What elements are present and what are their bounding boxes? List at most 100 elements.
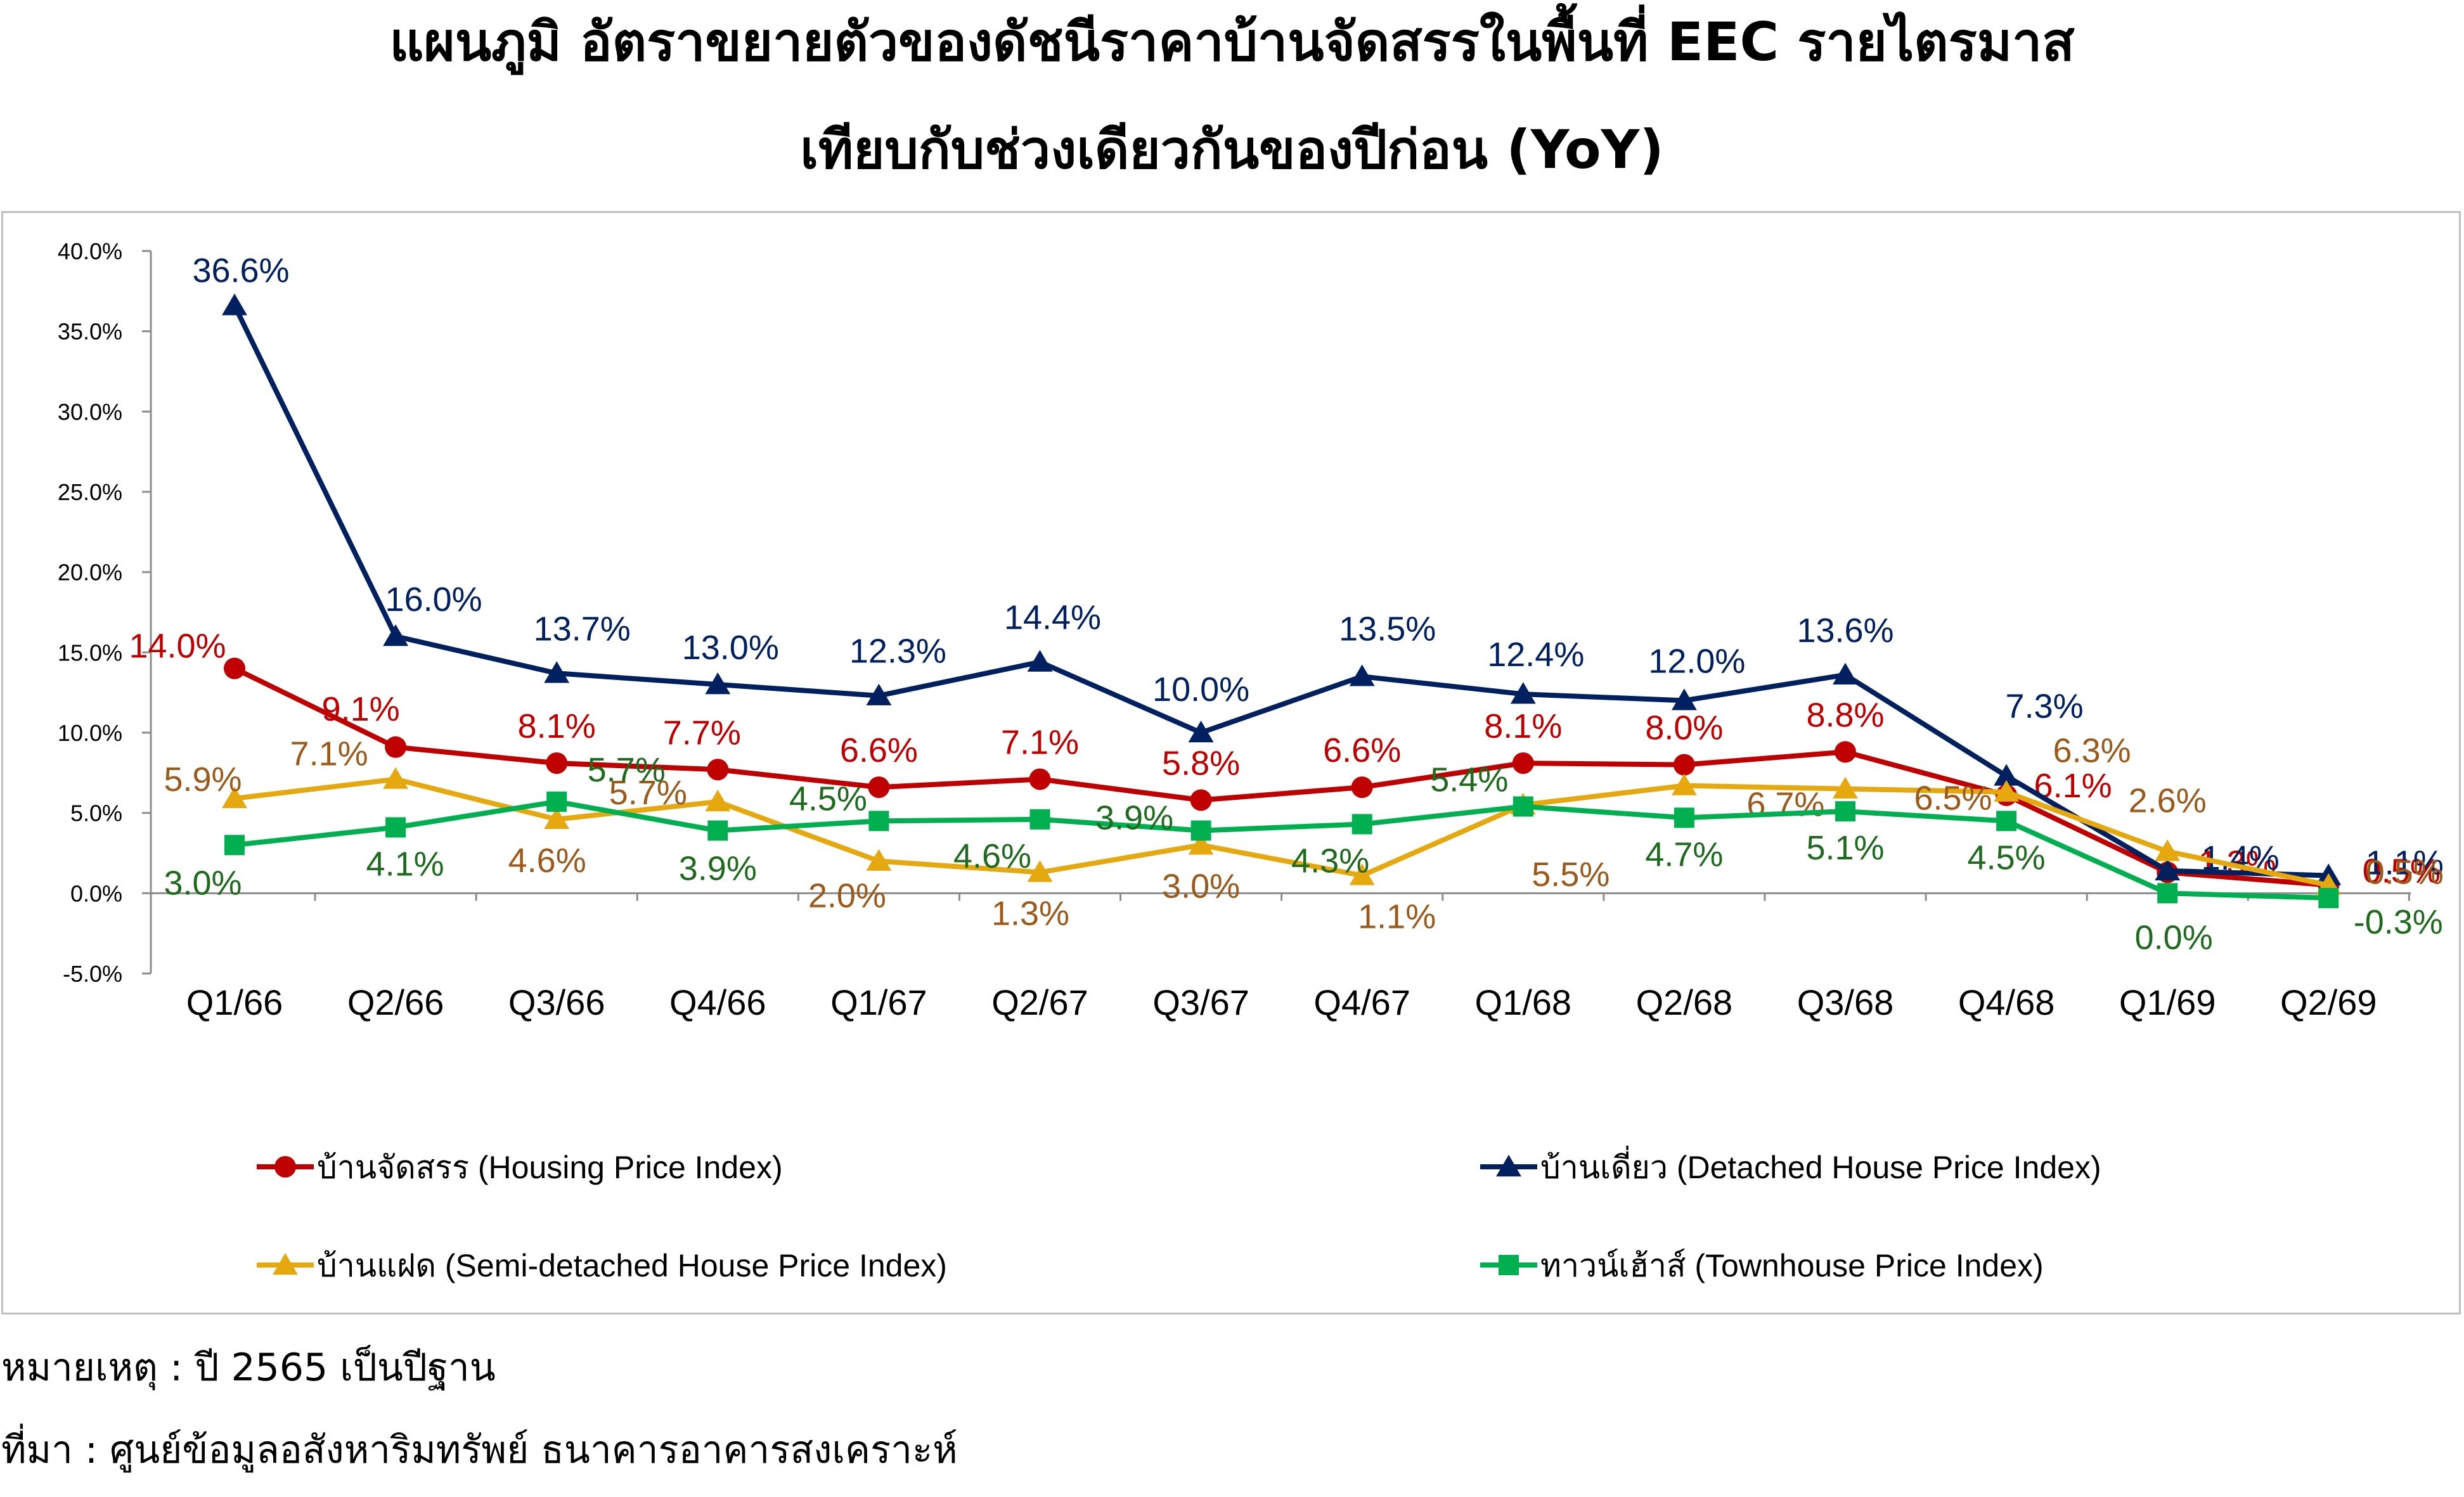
legend-item-2: บ้านแฝด (Semi-detached House Price Index… — [257, 1248, 947, 1283]
data-label: 3.0% — [164, 864, 242, 902]
data-point — [705, 672, 731, 695]
data-point — [1351, 776, 1373, 799]
data-label: 6.3% — [2053, 732, 2131, 770]
data-label: 5.1% — [1806, 829, 1884, 867]
data-label: 13.5% — [1339, 610, 1436, 648]
legend-item-3: ทาวน์เฮ้าส์ (Townhouse Price Index) — [1480, 1248, 2044, 1283]
data-point — [383, 767, 409, 789]
legend-label: บ้านจัดสรร (Housing Price Index) — [317, 1150, 783, 1185]
legend-label: ทาวน์เฮ้าส์ (Townhouse Price Index) — [1540, 1248, 2044, 1283]
data-label: 3.9% — [679, 850, 757, 888]
data-label: 36.6% — [192, 252, 289, 290]
data-label: 4.7% — [1645, 835, 1723, 873]
data-point — [1027, 650, 1053, 672]
data-label: 5.7% — [588, 751, 666, 789]
data-label: 6.7% — [1746, 786, 1824, 824]
x-tick-label: Q1/67 — [830, 982, 927, 1022]
data-label: 12.0% — [1648, 642, 1745, 680]
chart-title-line-1: แผนภูมิ อัตราขยายตัวของดัชนีราคาบ้านจัดส… — [389, 11, 2075, 73]
chart-title-line-2: เทียบกับช่วงเดียวกันของปีก่อน (YoY) — [800, 119, 1664, 181]
data-label: 12.4% — [1487, 636, 1584, 674]
data-label: 13.0% — [682, 629, 779, 667]
data-label: 4.3% — [1291, 842, 1369, 880]
data-label: 1.3% — [991, 894, 1069, 932]
data-point — [222, 293, 247, 316]
data-point — [2157, 883, 2178, 904]
data-point — [1673, 754, 1695, 776]
y-tick-label: 30.0% — [58, 399, 122, 425]
data-label: 5.5% — [1532, 856, 1609, 894]
data-label: 10.0% — [1152, 671, 1249, 709]
legend-marker — [274, 1156, 296, 1178]
y-tick-label: 35.0% — [58, 319, 122, 345]
data-label: 4.5% — [1968, 838, 2046, 877]
data-label: 13.6% — [1796, 612, 1893, 650]
data-label: 0.5% — [2363, 852, 2441, 890]
data-point — [1351, 814, 1372, 835]
data-point — [1349, 664, 1375, 686]
data-label: 5.8% — [1162, 744, 1240, 782]
data-label: 1.1% — [2366, 844, 2444, 882]
data-point — [383, 624, 409, 646]
legend-label: บ้านเดี่ยว (Detached House Price Index) — [1540, 1146, 2101, 1185]
data-point — [1835, 801, 1855, 822]
data-label: 9.1% — [322, 690, 400, 728]
data-label: 5.7% — [609, 774, 687, 812]
x-tick-label: Q1/68 — [1475, 982, 1572, 1022]
series-line — [232, 304, 2329, 878]
data-point — [1510, 682, 1536, 704]
data-point — [1029, 809, 1050, 830]
y-tick-label: 40.0% — [58, 238, 122, 264]
data-label: 4.1% — [366, 845, 444, 883]
y-tick-label: 20.0% — [58, 560, 122, 586]
data-point — [224, 835, 245, 856]
data-label: 14.4% — [1004, 599, 1101, 637]
data-point — [1027, 860, 1053, 882]
data-label: 4.6% — [508, 842, 586, 880]
series-1: 36.6% 16.0% 13.7% 13.0% 12.3% 14.4% 10.0% 13.5%… — [192, 252, 2444, 885]
data-label: 3.0% — [1162, 867, 1240, 905]
data-label: 7.7% — [663, 714, 741, 752]
series-0: 14.0% 9.1% 8.1% 7.7% 6.6% 7.1% 5.8% 6.6% 8.1% 8.0… — [129, 627, 2441, 896]
y-tick-label: 15.0% — [58, 639, 122, 665]
data-point — [224, 657, 245, 679]
data-label: 0.0% — [2135, 918, 2213, 956]
chart-frame: 40.0% 35.0% 30.0% 25.0% 20.0% 15.0% 10.0% 5.0% 0… — [1, 211, 2461, 1314]
data-label: -0.3% — [2354, 903, 2443, 941]
data-label: 7.1% — [1001, 723, 1079, 761]
data-point — [2155, 839, 2181, 861]
data-point — [1188, 833, 1214, 855]
data-point — [1833, 662, 1858, 684]
x-tick-label: Q1/66 — [186, 982, 283, 1022]
x-tick-label: Q4/68 — [1958, 982, 2055, 1022]
data-label: 12.3% — [849, 633, 946, 671]
data-label: 5.9% — [164, 761, 242, 799]
series-line — [233, 666, 2329, 888]
data-point — [1512, 752, 1534, 774]
data-label: 13.7% — [534, 610, 631, 648]
data-point — [2155, 858, 2181, 881]
data-point — [1833, 776, 1858, 799]
data-label: 16.0% — [385, 581, 482, 619]
legend-item-1: บ้านเดี่ยว (Detached House Price Index) — [1480, 1146, 2101, 1185]
x-tick-label: Q2/68 — [1636, 982, 1733, 1022]
series-line — [234, 799, 2329, 901]
y-tick-label: -5.0% — [63, 961, 122, 987]
data-point — [385, 736, 407, 758]
x-tick-label: Q2/67 — [991, 982, 1088, 1022]
data-label: 14.0% — [129, 627, 226, 665]
x-tick-label: Q2/69 — [2280, 982, 2377, 1022]
data-label: 1.1% — [1358, 897, 1436, 935]
x-tick-label: Q1/69 — [2119, 982, 2216, 1022]
data-point — [1190, 820, 1211, 841]
data-label: 6.6% — [840, 731, 918, 769]
data-point — [1835, 741, 1856, 763]
data-point — [222, 786, 247, 809]
line-chart: 40.0% 35.0% 30.0% 25.0% 20.0% 15.0% 10.0% 5.0% 0… — [58, 238, 2444, 1283]
data-point — [546, 791, 567, 812]
series-3: 3.0% 4.1% 5.7% 3.9% 4.5% 4.6% 3.9% 4.3% 5.4% 4.7%… — [164, 751, 2442, 956]
data-point — [866, 849, 892, 871]
data-label: 0.5% — [2366, 854, 2444, 892]
y-tick-label: 10.0% — [58, 720, 122, 746]
data-point — [1674, 807, 1694, 828]
